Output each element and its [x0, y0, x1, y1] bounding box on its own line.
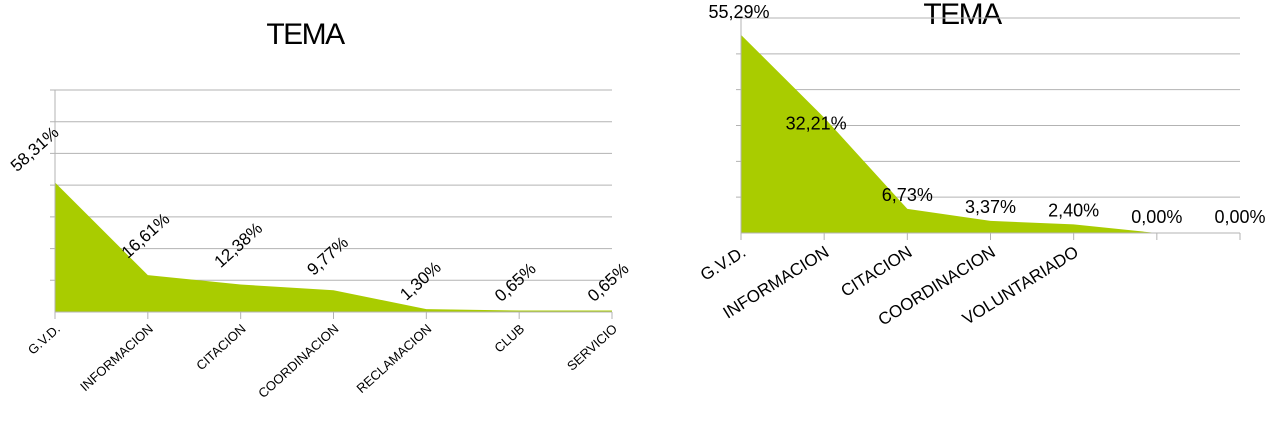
data-label: 2,40%	[1048, 200, 1099, 220]
data-label: 0,65%	[491, 259, 540, 305]
x-tick-label: CITACION	[838, 242, 916, 300]
chart-1-gridlines	[50, 89, 612, 281]
chart-1: TEMA 58,31%16,61% 12,38% 9,77%1,30% 0,65% 0,…	[7, 18, 633, 401]
data-label: 0,65%	[584, 259, 633, 305]
data-label: 55,29%	[708, 2, 769, 22]
chart-1-title: TEMA	[266, 18, 345, 51]
data-label: 12,38%	[211, 219, 267, 272]
data-label: 58,31%	[7, 123, 63, 176]
chart-2-area-series	[741, 34, 1240, 233]
chart-1-x-tick-labels: G.V.D. INFORMACION CITACION COORDINACION REC…	[25, 321, 620, 401]
x-tick-label: CLUB	[491, 321, 527, 355]
chart-2-title: TEMA	[923, 0, 1002, 31]
chart-1-axes	[54, 90, 613, 319]
chart-2-axes	[740, 18, 1241, 240]
x-tick-label: G.V.D.	[25, 321, 63, 357]
data-label: 1,30%	[396, 258, 445, 304]
x-tick-label: G.V.D.	[697, 242, 749, 284]
data-label: 0,00%	[1214, 207, 1265, 227]
chart-2-x-tick-labels: G.V.D.INFORMACION CITACIONCOORDINACIONVOL…	[697, 242, 1082, 329]
x-tick-label: RECLAMACION	[353, 321, 434, 396]
data-label: 3,37%	[965, 197, 1016, 217]
x-tick-label: SERVICIO	[564, 321, 620, 374]
chart-2-data-labels: 55,29% 32,21% 6,73% 3,37% 2,40% 0,00% 0,00%	[708, 2, 1265, 227]
data-label: 32,21%	[786, 114, 847, 134]
chart-2: TEMA 55,29% 32,21% 6,73% 3,37% 2,40% 0,00% 0,0…	[697, 0, 1265, 329]
x-tick-label: COORDINACION	[255, 321, 341, 401]
x-tick-label: INFORMACION	[77, 321, 156, 394]
data-label: 9,77%	[303, 233, 352, 279]
data-label: 6,73%	[882, 185, 933, 205]
x-tick-label: CITACION	[193, 321, 248, 373]
chart-1-area-series	[55, 182, 612, 312]
data-label: 0,00%	[1131, 207, 1182, 227]
